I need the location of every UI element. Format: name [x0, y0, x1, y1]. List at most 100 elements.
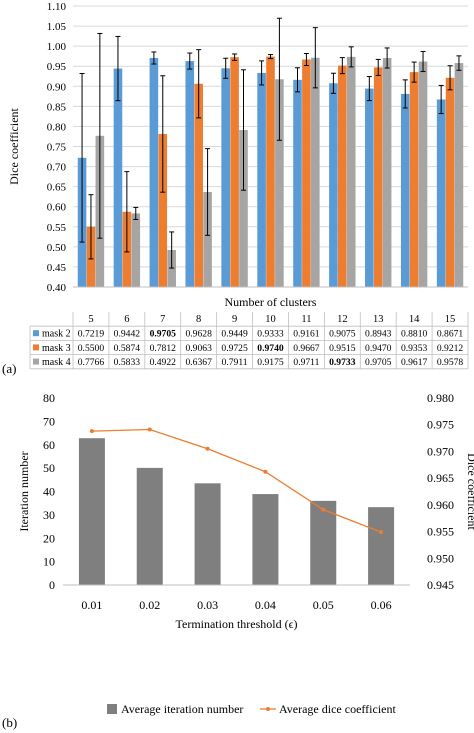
category-label-a: 10: [265, 314, 276, 325]
data-label-a: 0.6367: [185, 357, 212, 368]
data-label-a: 0.9449: [221, 329, 248, 340]
data-label-a: 0.9617: [401, 357, 428, 368]
ytick-label-a: 0.50: [47, 242, 67, 254]
ytick-label-b: 30: [43, 508, 55, 522]
ytick-label-a: 0.75: [47, 142, 67, 154]
legend-swatch-point-b: [266, 707, 270, 711]
bar-mask2-6: [113, 68, 123, 287]
y2tick-label-b: 0.960: [427, 498, 454, 512]
bar-mask4-12: [346, 56, 356, 288]
category-label-a: 12: [337, 314, 348, 325]
data-label-a: 0.7766: [78, 357, 105, 368]
data-label-a: 0.9711: [293, 357, 319, 368]
bar-iteration-0.02: [136, 467, 163, 585]
point-dice-coefficient: [379, 530, 384, 535]
category-label-b: 0.03: [197, 598, 218, 612]
y2-axis-label-b: Dice coefficient: [465, 453, 474, 530]
bar-mask2-7: [149, 57, 159, 287]
ytick-label-b: 0: [49, 578, 55, 592]
bar-mask2-14: [400, 93, 410, 287]
ytick-label-b: 70: [43, 414, 55, 428]
y2tick-label-b: 0.950: [427, 551, 454, 565]
category-label-a: 14: [409, 314, 420, 325]
bar-mask4-10: [275, 79, 284, 287]
bar-mask4-14: [418, 61, 428, 287]
data-label-a: 0.9333: [257, 329, 284, 340]
data-label-a: 0.9063: [185, 343, 212, 354]
ytick-label-b: 50: [43, 461, 55, 475]
ytick-label-a: 1.05: [47, 21, 67, 33]
y-axis-label-b: Iteration number: [17, 451, 31, 531]
legend-label-a: mask 3: [42, 343, 71, 354]
x-axis-label-b: Termination threshold (ϵ): [176, 617, 298, 631]
ytick-label-a: 1.10: [47, 1, 67, 13]
y2tick-label-b: 0.980: [427, 391, 454, 405]
category-label-b: 0.06: [371, 598, 392, 612]
category-label-a: 13: [373, 314, 384, 325]
bar-mask4-9: [239, 130, 248, 287]
bar-mask2-15: [436, 99, 446, 288]
data-label-a: 0.9212: [437, 343, 464, 354]
category-label-b: 0.02: [139, 598, 160, 612]
y2tick-label-b: 0.945: [427, 578, 454, 592]
data-label-a: 0.8671: [437, 329, 464, 340]
ytick-label-a: 0.90: [47, 81, 67, 93]
category-label-b: 0.05: [313, 598, 334, 612]
ytick-label-a: 0.40: [47, 282, 67, 294]
ytick-label-a: 0.70: [47, 162, 67, 174]
legend-label-b: Average iteration number: [121, 702, 243, 716]
bar-mask4-6: [131, 213, 141, 287]
bar-iteration-0.05: [310, 500, 337, 585]
data-label-a: 0.9733: [329, 357, 356, 368]
point-dice-coefficient: [205, 446, 210, 451]
ytick-label-b: 80: [43, 391, 55, 405]
data-label-a: 0.9175: [257, 357, 284, 368]
data-label-a: 0.9075: [329, 329, 356, 340]
ytick-label-b: 60: [43, 438, 55, 452]
ytick-label-a: 1.00: [47, 41, 67, 53]
y2tick-label-b: 0.955: [427, 525, 454, 539]
y2tick-label-b: 0.970: [427, 444, 454, 458]
data-label-a: 0.9705: [150, 329, 177, 340]
y2tick-label-b: 0.965: [427, 471, 454, 485]
data-label-a: 0.8810: [401, 329, 428, 340]
legend-swatch-a: [33, 358, 39, 365]
data-label-a: 0.9578: [437, 357, 464, 368]
point-dice-coefficient: [89, 429, 94, 434]
ytick-label-b: 40: [43, 485, 55, 499]
data-label-a: 0.9515: [329, 343, 356, 354]
ytick-label-a: 0.55: [47, 222, 67, 234]
bar-mask3-8: [194, 83, 203, 287]
panel-a-label: (a): [2, 361, 16, 376]
data-label-a: 0.9353: [401, 343, 428, 354]
data-label-a: 0.9442: [114, 329, 141, 340]
data-label-a: 0.9740: [257, 343, 284, 354]
x-axis-label-a: Number of clusters: [225, 295, 317, 309]
bar-mask3-9: [230, 57, 239, 287]
category-label-a: 11: [301, 314, 311, 325]
bar-mask4-8: [203, 191, 212, 287]
data-label-a: 0.9667: [293, 343, 320, 354]
legend-label-b: Average dice coefficient: [279, 702, 396, 716]
bar-mask4-11: [311, 57, 320, 288]
data-label-a: 0.9705: [365, 357, 392, 368]
point-dice-coefficient: [321, 507, 326, 512]
data-label-a: 0.4922: [150, 357, 177, 368]
point-dice-coefficient: [263, 469, 268, 474]
category-label-a: 9: [232, 314, 237, 325]
legend-label-a: mask 4: [42, 357, 71, 368]
data-label-a: 0.9161: [293, 329, 320, 340]
line-dice-coefficient: [91, 428, 382, 533]
bar-iteration-0.06: [368, 507, 395, 585]
data-label-a: 0.5874: [114, 343, 141, 354]
category-label-a: 6: [124, 314, 129, 325]
ytick-label-a: 0.45: [47, 262, 67, 274]
ytick-label-a: 0.85: [47, 101, 67, 113]
bar-mask3-14: [409, 72, 419, 287]
bar-mask3-11: [302, 59, 311, 287]
legend-swatch-a: [33, 344, 39, 351]
category-label-b: 0.01: [81, 598, 102, 612]
bar-iteration-0.01: [78, 438, 105, 585]
bar-iteration-0.03: [194, 483, 221, 585]
bar-mask3-10: [266, 56, 275, 287]
